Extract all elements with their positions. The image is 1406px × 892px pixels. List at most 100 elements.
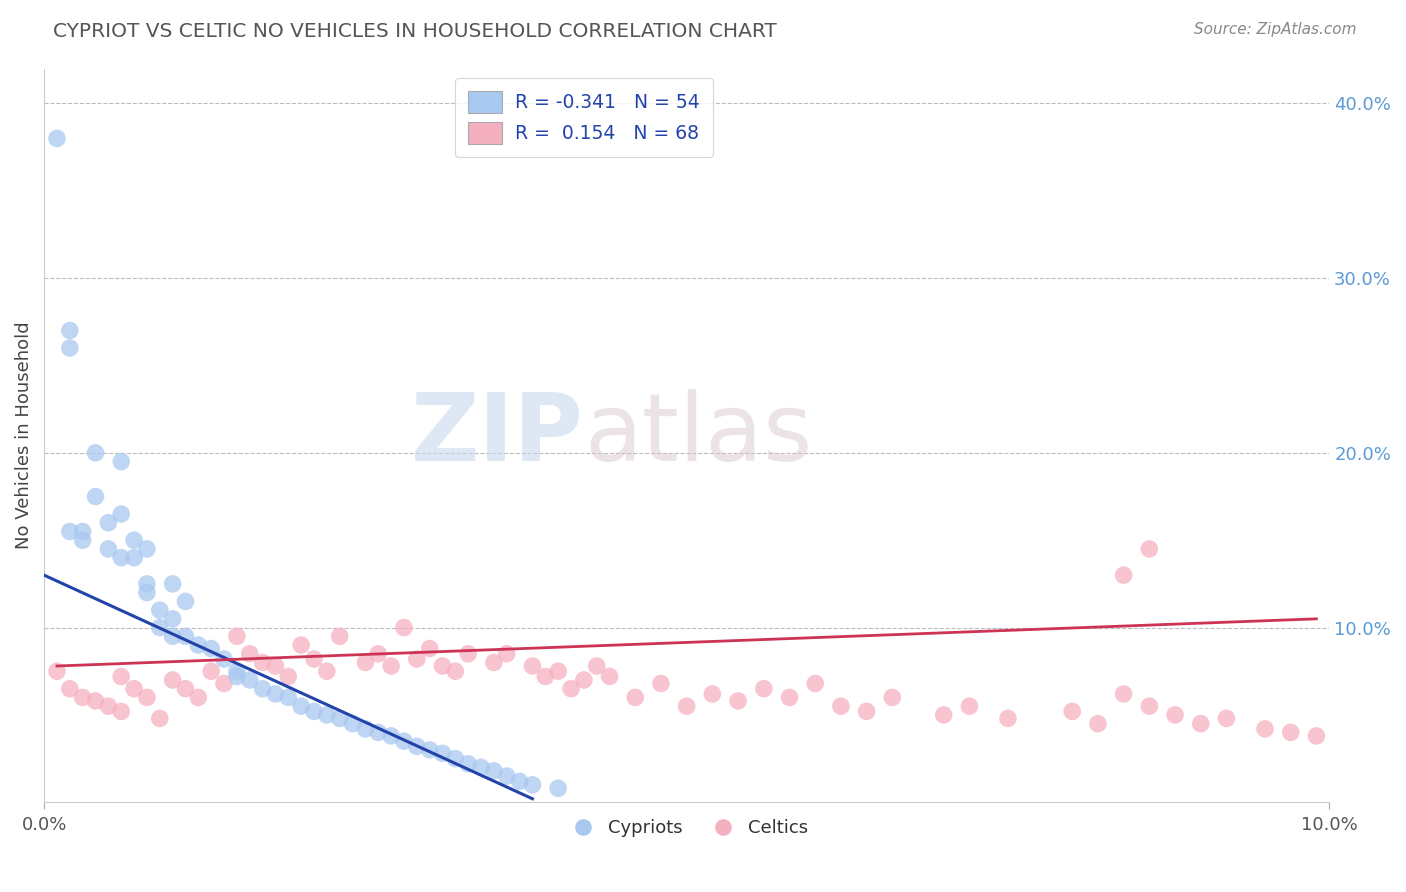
Point	[174, 681, 197, 696]
Point	[1305, 729, 1327, 743]
Point	[290, 638, 312, 652]
Point	[1062, 705, 1084, 719]
Point	[997, 711, 1019, 725]
Point	[932, 707, 955, 722]
Text: atlas: atlas	[583, 390, 813, 482]
Point	[187, 638, 209, 652]
Point	[97, 516, 120, 530]
Point	[200, 665, 222, 679]
Point	[110, 454, 132, 468]
Point	[855, 705, 877, 719]
Point	[444, 751, 467, 765]
Point	[84, 694, 107, 708]
Point	[457, 647, 479, 661]
Point	[212, 676, 235, 690]
Point	[547, 665, 569, 679]
Point	[135, 690, 157, 705]
Point	[72, 690, 94, 705]
Point	[354, 722, 377, 736]
Point	[302, 652, 325, 666]
Point	[380, 659, 402, 673]
Point	[392, 734, 415, 748]
Point	[264, 687, 287, 701]
Point	[277, 690, 299, 705]
Point	[957, 699, 980, 714]
Point	[315, 665, 337, 679]
Point	[752, 681, 775, 696]
Point	[522, 659, 544, 673]
Point	[135, 585, 157, 599]
Point	[534, 669, 557, 683]
Point	[624, 690, 647, 705]
Point	[675, 699, 697, 714]
Point	[59, 681, 82, 696]
Point	[650, 676, 672, 690]
Point	[239, 673, 262, 687]
Point	[97, 699, 120, 714]
Point	[585, 659, 607, 673]
Point	[225, 665, 247, 679]
Point	[882, 690, 904, 705]
Point	[46, 131, 69, 145]
Point	[1189, 716, 1212, 731]
Point	[380, 729, 402, 743]
Point	[1137, 699, 1160, 714]
Point	[149, 621, 172, 635]
Point	[264, 659, 287, 673]
Point	[804, 676, 827, 690]
Point	[315, 707, 337, 722]
Point	[392, 621, 415, 635]
Point	[495, 647, 517, 661]
Point	[162, 673, 184, 687]
Point	[470, 760, 492, 774]
Point	[457, 756, 479, 771]
Point	[84, 446, 107, 460]
Y-axis label: No Vehicles in Household: No Vehicles in Household	[15, 322, 32, 549]
Point	[149, 603, 172, 617]
Point	[212, 652, 235, 666]
Point	[509, 774, 531, 789]
Point	[432, 659, 454, 673]
Point	[200, 641, 222, 656]
Point	[444, 665, 467, 679]
Text: Source: ZipAtlas.com: Source: ZipAtlas.com	[1194, 22, 1357, 37]
Point	[547, 781, 569, 796]
Point	[599, 669, 621, 683]
Point	[252, 681, 274, 696]
Point	[1215, 711, 1237, 725]
Point	[225, 629, 247, 643]
Point	[162, 629, 184, 643]
Point	[482, 656, 505, 670]
Point	[329, 711, 352, 725]
Point	[1112, 568, 1135, 582]
Point	[779, 690, 801, 705]
Point	[495, 769, 517, 783]
Point	[162, 577, 184, 591]
Point	[162, 612, 184, 626]
Legend: Cypriots, Celtics: Cypriots, Celtics	[558, 812, 815, 845]
Point	[419, 743, 441, 757]
Point	[1164, 707, 1187, 722]
Point	[329, 629, 352, 643]
Point	[302, 705, 325, 719]
Point	[482, 764, 505, 778]
Text: CYPRIOT VS CELTIC NO VEHICLES IN HOUSEHOLD CORRELATION CHART: CYPRIOT VS CELTIC NO VEHICLES IN HOUSEHO…	[53, 22, 778, 41]
Point	[342, 716, 364, 731]
Point	[1254, 722, 1277, 736]
Point	[1137, 541, 1160, 556]
Point	[830, 699, 852, 714]
Point	[72, 524, 94, 539]
Point	[702, 687, 724, 701]
Point	[187, 690, 209, 705]
Point	[522, 778, 544, 792]
Point	[290, 699, 312, 714]
Point	[432, 747, 454, 761]
Point	[122, 550, 145, 565]
Point	[59, 324, 82, 338]
Point	[174, 629, 197, 643]
Point	[59, 341, 82, 355]
Point	[59, 524, 82, 539]
Point	[135, 541, 157, 556]
Point	[110, 507, 132, 521]
Point	[174, 594, 197, 608]
